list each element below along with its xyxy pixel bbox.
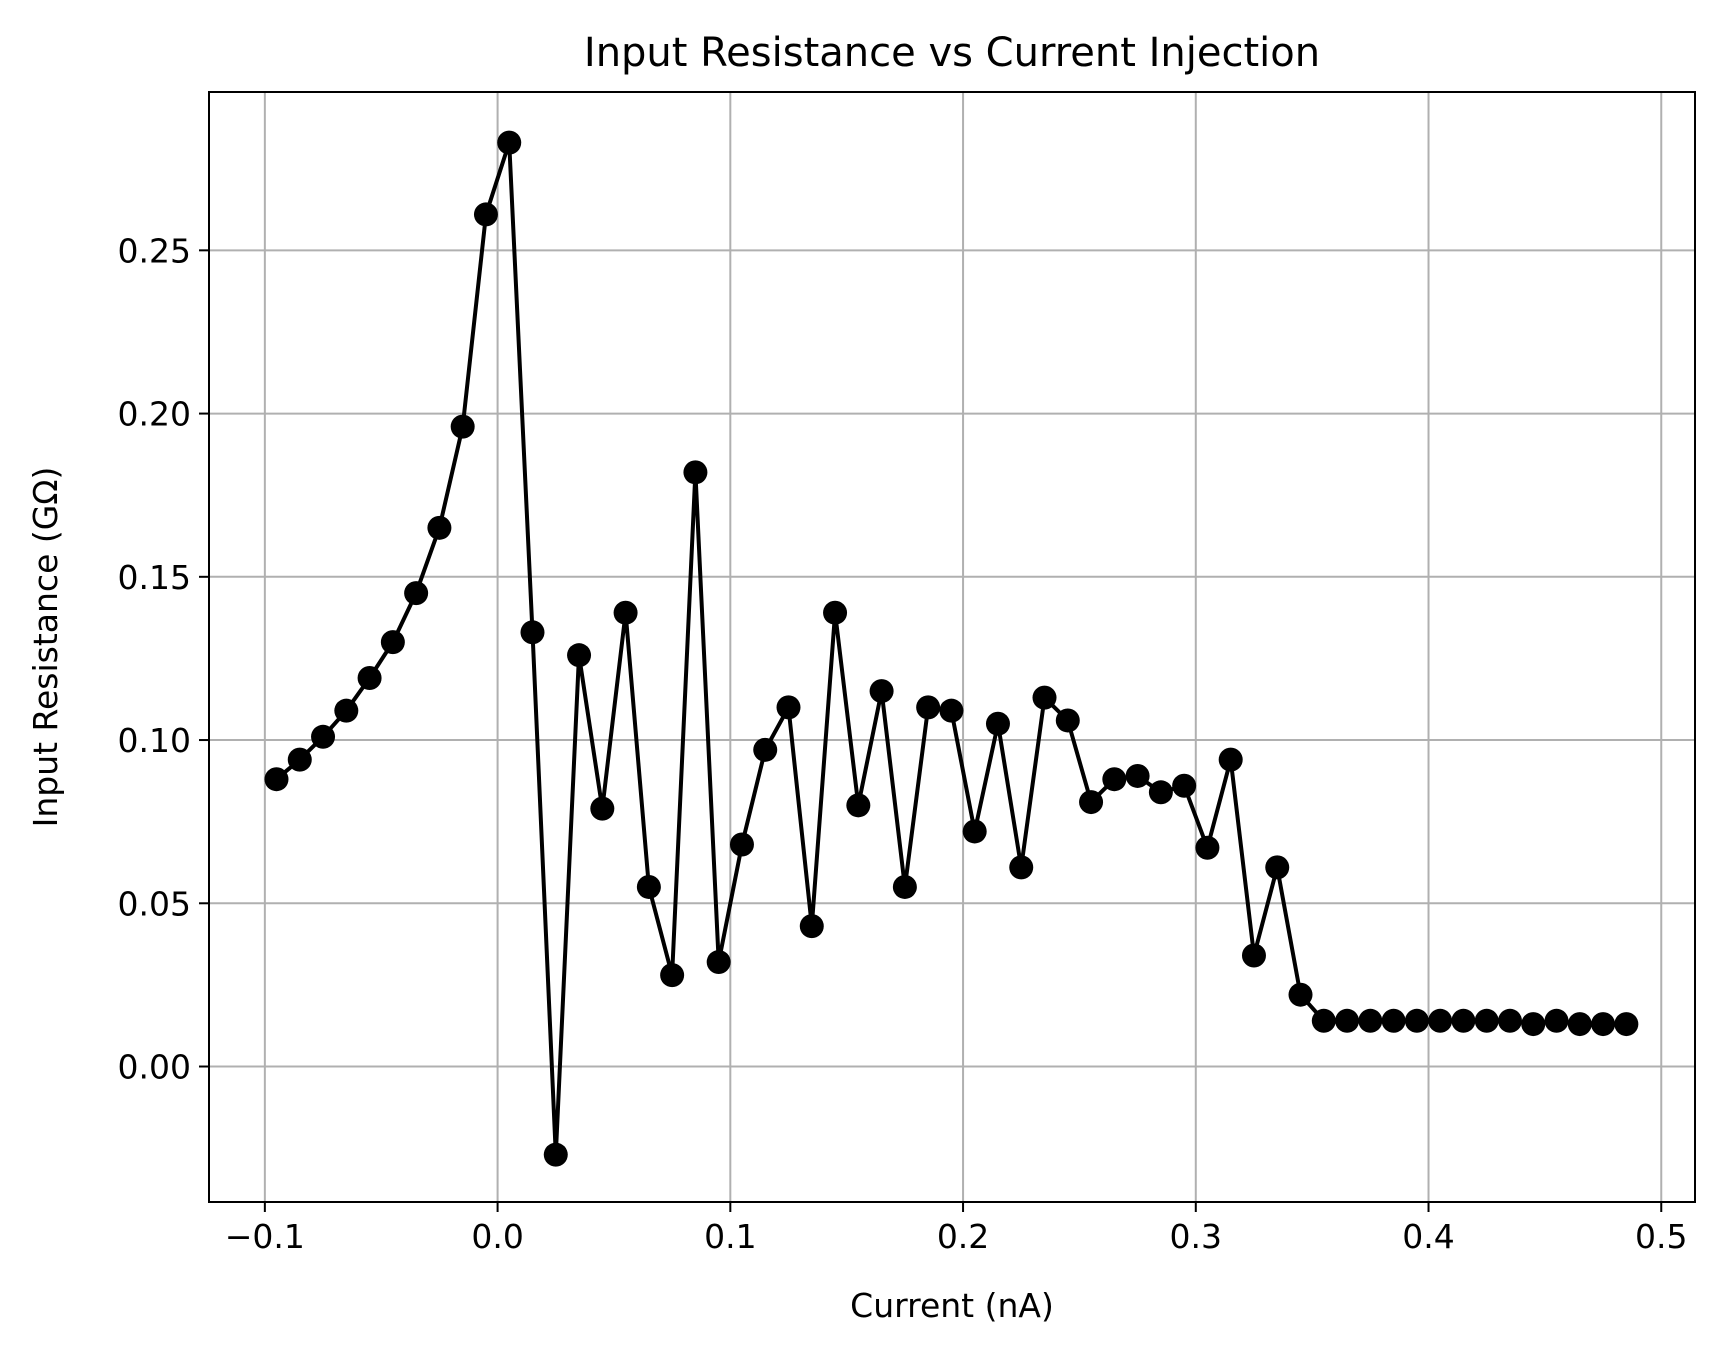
data-point bbox=[683, 460, 708, 485]
data-point bbox=[636, 874, 661, 899]
x-tick-label: −0.1 bbox=[225, 1217, 305, 1256]
data-point bbox=[1079, 790, 1104, 815]
x-tick-label: 0.3 bbox=[1170, 1217, 1222, 1256]
data-point bbox=[823, 600, 848, 625]
data-point bbox=[776, 695, 801, 720]
data-point bbox=[497, 130, 522, 155]
data-point bbox=[1474, 1008, 1499, 1033]
data-point bbox=[1032, 685, 1057, 710]
data-point bbox=[892, 874, 917, 899]
y-tick-label: 0.20 bbox=[118, 395, 191, 434]
y-tick-label: 0.25 bbox=[118, 231, 191, 270]
data-point bbox=[939, 698, 964, 723]
data-point bbox=[1125, 763, 1150, 788]
plot-area-frame bbox=[208, 91, 1696, 1203]
data-point bbox=[1451, 1008, 1476, 1033]
data-point bbox=[520, 620, 545, 645]
data-point bbox=[1055, 708, 1080, 733]
data-point bbox=[799, 914, 824, 939]
data-point bbox=[1311, 1008, 1336, 1033]
data-point bbox=[1241, 943, 1266, 968]
data-point bbox=[1521, 1012, 1546, 1037]
data-point bbox=[1102, 767, 1127, 792]
data-point bbox=[450, 414, 475, 439]
data-point bbox=[1335, 1008, 1360, 1033]
x-axis-label: Current (nA) bbox=[850, 1286, 1054, 1325]
data-point bbox=[311, 724, 336, 749]
x-tick-label: 0.5 bbox=[1635, 1217, 1687, 1256]
data-point bbox=[357, 666, 382, 691]
data-point bbox=[729, 832, 754, 857]
ticks: −0.1 0.0 0.1 0.2 0.3 0.4 0.5 0.00 0.05 0.10 0.15 0.… bbox=[118, 231, 1688, 1256]
data-point bbox=[660, 963, 685, 988]
chart-title: Input Resistance vs Current Injection bbox=[584, 30, 1320, 76]
data-point bbox=[1614, 1012, 1639, 1037]
x-tick-label: 0.1 bbox=[704, 1217, 756, 1256]
data-point bbox=[1172, 773, 1197, 798]
data-point bbox=[404, 581, 429, 606]
x-tick-label: 0.4 bbox=[1402, 1217, 1454, 1256]
data-point bbox=[962, 819, 987, 844]
data-point bbox=[916, 695, 941, 720]
y-tick-label: 0.00 bbox=[118, 1048, 191, 1087]
data-point bbox=[1381, 1008, 1406, 1033]
data-point bbox=[264, 767, 289, 792]
y-tick-label: 0.15 bbox=[118, 558, 191, 597]
data-point bbox=[1428, 1008, 1453, 1033]
data-point bbox=[753, 737, 778, 762]
data-point bbox=[1591, 1012, 1616, 1037]
data-point bbox=[1195, 835, 1220, 860]
x-tick-label: 0.2 bbox=[937, 1217, 989, 1256]
y-axis-label: Input Resistance (GΩ) bbox=[26, 467, 65, 828]
data-point bbox=[427, 515, 452, 540]
data-point bbox=[567, 643, 592, 668]
data-point bbox=[543, 1142, 568, 1167]
data-point bbox=[706, 950, 731, 975]
data-point bbox=[1544, 1008, 1569, 1033]
data-point bbox=[985, 711, 1010, 736]
data-point bbox=[1265, 855, 1290, 880]
data-point bbox=[613, 600, 638, 625]
data-point bbox=[1358, 1008, 1383, 1033]
y-tick-label: 0.10 bbox=[118, 721, 191, 760]
data-point bbox=[590, 796, 615, 821]
data-point bbox=[869, 679, 894, 704]
data-point bbox=[1218, 747, 1243, 772]
data-point bbox=[846, 793, 871, 818]
x-tick-label: 0.0 bbox=[471, 1217, 523, 1256]
y-tick-label: 0.05 bbox=[118, 884, 191, 923]
data-point bbox=[1009, 855, 1034, 880]
data-point bbox=[473, 202, 498, 227]
data-point bbox=[1567, 1012, 1592, 1037]
data-point bbox=[1497, 1008, 1522, 1033]
data-point bbox=[1288, 982, 1313, 1007]
data-point bbox=[1148, 780, 1173, 805]
data-point bbox=[380, 630, 405, 655]
data-point bbox=[287, 747, 312, 772]
series-layer bbox=[264, 130, 1639, 1167]
data-point bbox=[1404, 1008, 1429, 1033]
data-point bbox=[334, 698, 359, 723]
grid bbox=[209, 92, 1695, 1202]
